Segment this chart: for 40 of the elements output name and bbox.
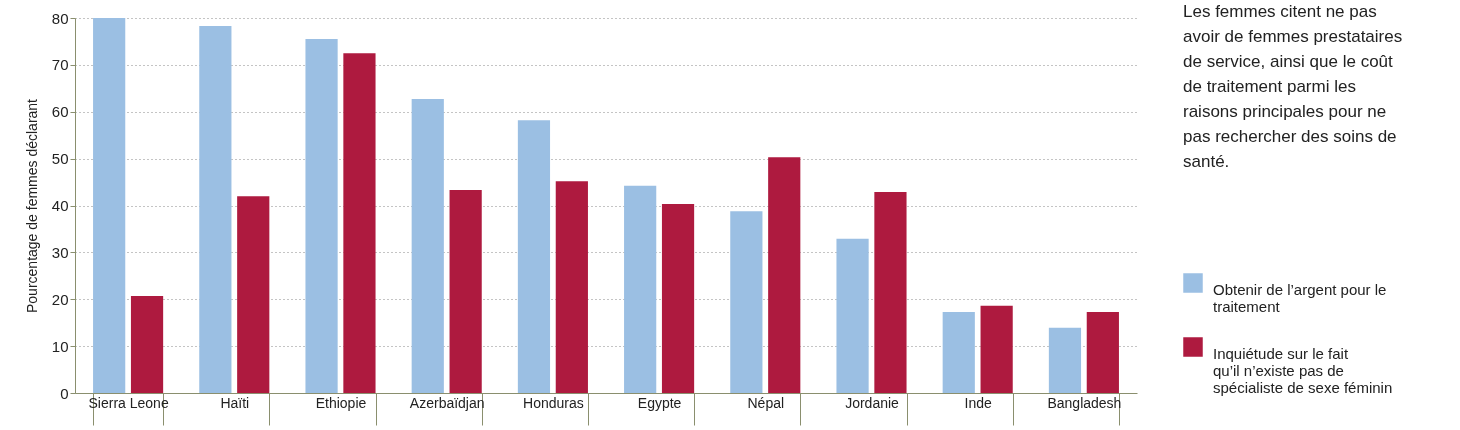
text: Les femmes citent ne pas avoir de femmes prestataires de service, ainsi que le coût de traitement parmi les raisons principales pour ne pas rechercher des soins de santé. [1183, 2, 1403, 171]
y-tick-label: 0 [60, 384, 69, 402]
y-axis-title: Pourcentage de femmes déclarant [23, 98, 40, 314]
x-tick-label: Inde [964, 394, 993, 411]
x-tick-label: Jordanie [845, 394, 900, 411]
bar [730, 211, 763, 393]
bar [874, 191, 907, 393]
x-tick-label: Haïti [220, 394, 250, 411]
y-tick-label: 40 [51, 197, 69, 214]
bar [93, 18, 126, 393]
y-tick-label: 70 [51, 56, 69, 74]
y-tick-label: 10 [51, 337, 69, 355]
bar [237, 196, 270, 393]
legend-label: Obtenir de l’argent pour le traitement [1213, 281, 1387, 315]
bar [343, 53, 376, 393]
bar [449, 190, 482, 393]
y-tick-label: 30 [51, 243, 69, 261]
y-tick-label: 60 [51, 103, 69, 121]
bar [980, 305, 1013, 393]
bar [624, 185, 657, 393]
bar [555, 181, 588, 393]
bar [768, 157, 801, 393]
y-tick-label: 50 [51, 150, 69, 168]
bar [411, 99, 444, 393]
bar [1048, 327, 1082, 393]
legend-label: Inquiétude sur le fait qu’il n’existe pas de spécialiste de sexe féminin [1213, 345, 1393, 396]
y-tick-label: 20 [51, 290, 69, 308]
bar [836, 238, 869, 393]
bar [942, 311, 975, 393]
bar [1086, 311, 1119, 393]
y-tick-label: 80 [51, 9, 69, 27]
x-tick-label: Ethiopie [315, 394, 367, 411]
bar [199, 25, 232, 393]
bar [305, 39, 338, 393]
bar [661, 204, 695, 393]
x-tick-label: Népal [747, 394, 785, 411]
bar [130, 295, 164, 393]
x-tick-label: Egypte [637, 394, 682, 411]
bar [517, 120, 551, 393]
x-tick-label: Honduras [523, 394, 584, 411]
